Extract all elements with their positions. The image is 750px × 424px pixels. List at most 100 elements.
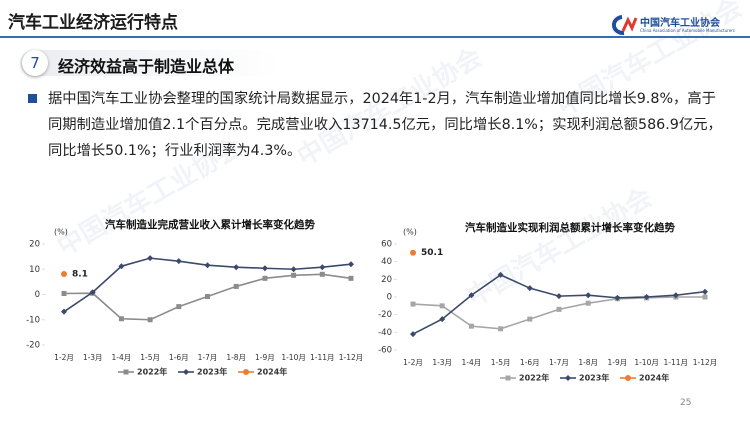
series-line	[412, 274, 706, 335]
legend-marker	[123, 369, 129, 375]
x-tick-label: 1-2月	[403, 358, 423, 367]
bullet	[28, 94, 37, 103]
point	[702, 294, 708, 300]
point	[439, 303, 445, 309]
x-tick-label: 1-7月	[198, 353, 218, 362]
point	[672, 292, 679, 299]
point	[348, 275, 354, 281]
x-tick-label: 1-8月	[226, 353, 246, 362]
point	[410, 331, 416, 338]
point	[468, 323, 474, 329]
x-tick-label: 1-11月	[310, 353, 335, 362]
x-tick-label: 1-4月	[112, 353, 132, 362]
section-bar	[20, 50, 280, 76]
logo-subtitle: China Association of Automobile Manufact…	[640, 28, 735, 33]
watermark: 中国汽车工业协会	[462, 182, 658, 313]
y-tick-label: -20	[26, 341, 40, 351]
x-tick-label: 1-5月	[491, 358, 511, 367]
point	[176, 304, 182, 310]
point	[233, 283, 239, 289]
legend-marker	[625, 375, 631, 381]
point	[498, 326, 504, 332]
point	[556, 306, 562, 312]
logo-mark	[612, 15, 638, 36]
y-tick-label: 20	[381, 275, 392, 285]
y-tick-label: 0	[35, 290, 40, 300]
x-tick-label: 1-10月	[281, 353, 306, 362]
point	[261, 265, 268, 272]
point	[175, 258, 182, 265]
x-tick-label: 1-5月	[140, 353, 160, 362]
section-title: 经济效益高于制造业总体	[58, 57, 235, 76]
y-tick-label: 0	[387, 293, 392, 303]
chart-title: 汽车制造业完成营业收入累计增长率变化趋势	[105, 218, 315, 231]
data-label: 8.1	[72, 270, 88, 280]
point	[89, 289, 96, 296]
series-line	[412, 296, 705, 330]
point	[118, 316, 124, 322]
x-tick-label: 1-10月	[634, 358, 659, 367]
point	[118, 263, 125, 270]
point	[585, 300, 591, 306]
x-tick-label: 1-3月	[432, 358, 452, 367]
point	[439, 316, 446, 323]
legend-marker	[505, 375, 511, 381]
title-rule	[0, 36, 750, 38]
x-tick-label: 1-2月	[54, 353, 74, 362]
legend-marker	[565, 375, 571, 381]
y-axis-label: (%)	[54, 228, 68, 237]
point	[468, 292, 475, 299]
point	[262, 275, 268, 281]
x-tick-label: 1-12月	[339, 353, 364, 362]
x-tick-label: 1-9月	[608, 358, 628, 367]
y-tick-label: 40	[381, 257, 392, 267]
slide-title: 汽车工业经济运行特点	[8, 13, 178, 33]
y-axis-label: (%)	[403, 228, 417, 237]
point	[147, 255, 154, 262]
point	[61, 308, 67, 315]
x-tick-label: 1-6月	[520, 358, 540, 367]
y-tick-label: 20	[29, 240, 40, 250]
point	[290, 266, 297, 273]
legend-marker	[243, 369, 249, 375]
y-tick-label: 10	[29, 265, 40, 275]
data-label: 50.1	[421, 248, 443, 258]
x-tick-label: 1-3月	[83, 353, 103, 362]
point	[147, 317, 153, 323]
legend-label: 2023年	[197, 367, 227, 377]
legend-label: 2022年	[519, 373, 549, 383]
section-number: 7	[22, 50, 48, 76]
point	[205, 294, 210, 300]
point	[319, 271, 325, 277]
y-tick-label: -60	[378, 346, 392, 356]
legend-label: 2024年	[257, 367, 287, 377]
paragraph: 据中国汽车工业协会整理的国家统计局数据显示，2024年1-2月，汽车制造业增加值…	[48, 91, 722, 159]
x-tick-label: 1-8月	[578, 358, 598, 367]
x-tick-label: 1-11月	[664, 358, 689, 367]
legend-marker	[183, 369, 189, 375]
chart-title: 汽车制造业实现利润总额累计增长率变化趋势	[465, 221, 675, 234]
point	[410, 301, 416, 307]
point	[410, 249, 416, 256]
point	[204, 262, 211, 269]
legend-label: 2022年	[137, 367, 167, 377]
point	[319, 264, 326, 271]
point	[527, 316, 533, 322]
point	[233, 264, 240, 271]
logo-name: 中国汽车工业协会	[640, 18, 720, 29]
point	[526, 285, 533, 292]
y-tick-label: -20	[378, 310, 392, 320]
point	[614, 294, 621, 301]
legend-label: 2023年	[579, 373, 609, 383]
point	[643, 294, 650, 300]
legend-label: 2024年	[639, 373, 669, 383]
x-tick-label: 1-9月	[255, 353, 275, 362]
y-tick-label: -40	[378, 328, 392, 338]
x-tick-label: 1-4月	[462, 358, 482, 367]
point	[497, 271, 504, 278]
x-tick-label: 1-12月	[693, 358, 718, 367]
point	[702, 288, 708, 295]
point	[61, 271, 67, 278]
